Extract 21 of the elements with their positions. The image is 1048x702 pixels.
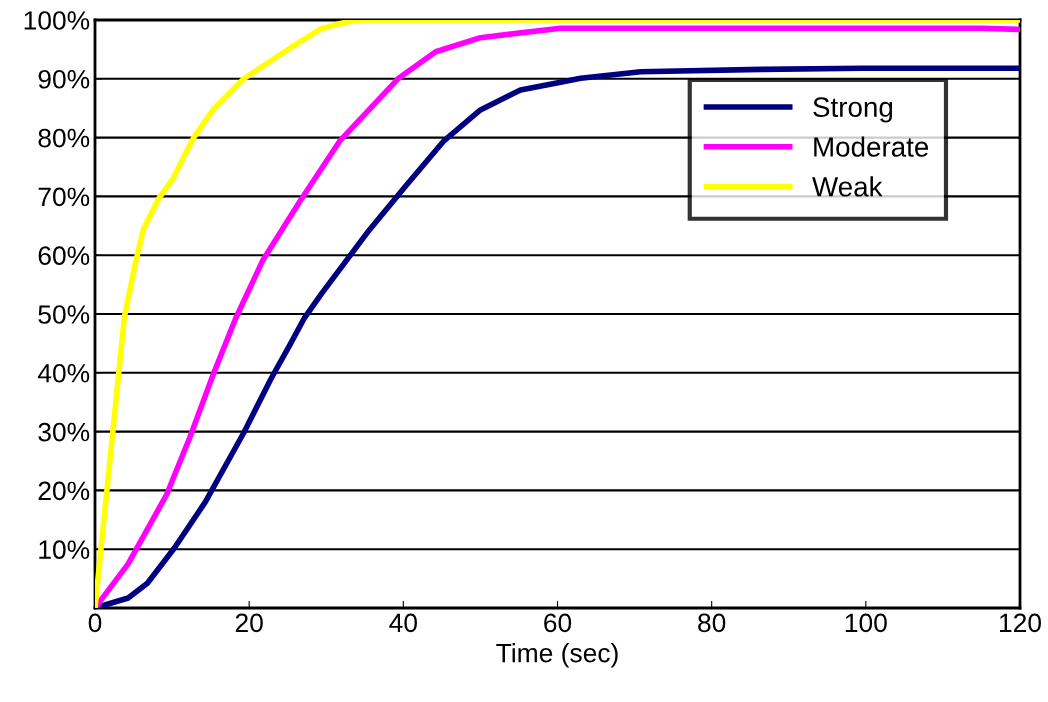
x-tick-label: 40: [389, 613, 417, 633]
y-tick-label: 30%: [38, 422, 90, 442]
x-tick-label: 20: [235, 613, 263, 633]
y-tick-label: 20%: [38, 481, 90, 501]
x-tick-label: 80: [698, 613, 726, 633]
y-tick-label: 90%: [38, 69, 90, 89]
y-tick-label: 60%: [38, 246, 90, 266]
legend-label: Moderate: [814, 136, 929, 157]
x-tick-label: 60: [544, 613, 572, 633]
y-tick-label: 100%: [24, 11, 90, 30]
x-tick-label: 120: [1000, 613, 1041, 633]
x-tick-label: 100: [845, 613, 887, 633]
y-tick-label: 50%: [38, 305, 90, 324]
x-axis-title: Time (sec): [496, 643, 618, 668]
y-tick-label: 80%: [38, 128, 90, 148]
legend-label: Strong: [813, 97, 893, 123]
y-tick-label: 70%: [38, 187, 90, 207]
y-tick-label: 10%: [39, 540, 90, 560]
x-tick-label: 0: [88, 613, 102, 633]
y-tick-label: 40%: [37, 363, 90, 383]
legend-label: Weak: [812, 176, 883, 197]
